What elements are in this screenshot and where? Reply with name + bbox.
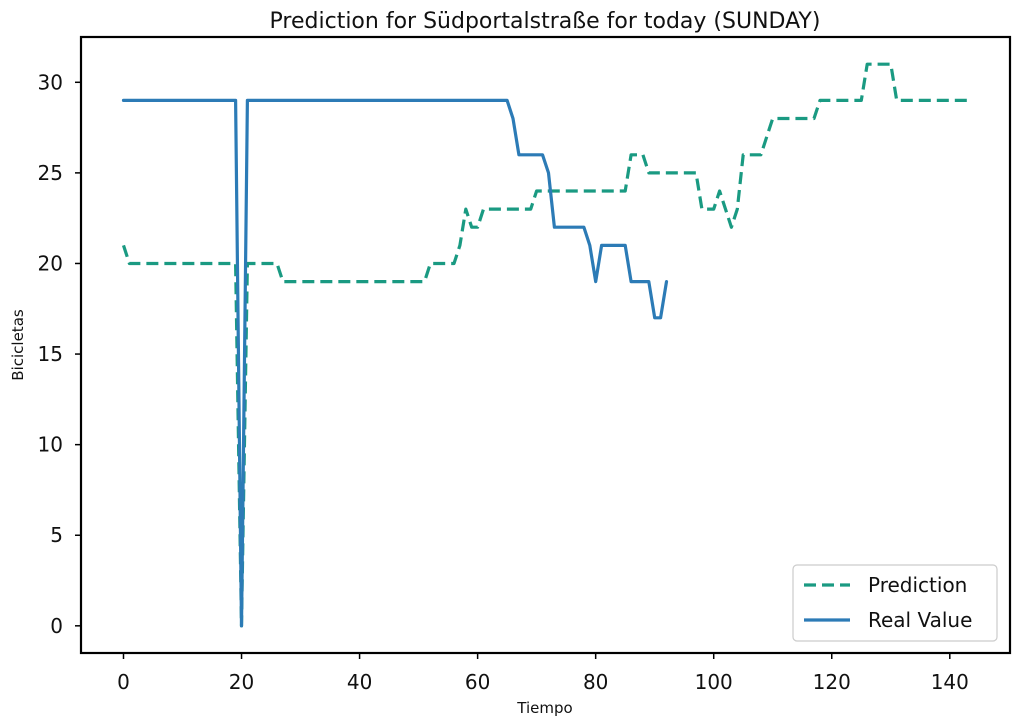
chart-title: Prediction for Südportalstraße for today… — [270, 9, 821, 34]
x-tick-label: 80 — [583, 670, 608, 694]
y-ticks: 0 5 10 15 20 25 30 — [38, 70, 81, 638]
legend-label-real-value: Real Value — [868, 608, 972, 632]
y-tick-label: 5 — [50, 523, 63, 547]
y-tick-label: 15 — [38, 342, 63, 366]
x-tick-label: 60 — [465, 670, 490, 694]
series-layer — [121, 62, 968, 628]
y-tick-label: 30 — [38, 70, 63, 94]
legend-label-prediction: Prediction — [868, 573, 967, 597]
x-tick-label: 100 — [695, 670, 733, 694]
x-tick-label: 20 — [229, 670, 254, 694]
plot-area-frame — [79, 35, 1012, 655]
x-tick-label: 0 — [117, 670, 130, 694]
x-tick-label: 120 — [813, 670, 851, 694]
series-line-prediction — [121, 62, 968, 628]
y-tick-label: 10 — [38, 433, 63, 457]
series-line-real-value — [121, 98, 669, 628]
y-tick-label: 0 — [50, 614, 63, 638]
x-ticks: 0 20 40 60 80 100 120 140 — [117, 653, 969, 694]
legend: Prediction Real Value — [792, 564, 998, 642]
x-axis-label: Tiempo — [516, 699, 572, 717]
x-tick-label: 40 — [347, 670, 372, 694]
y-axis-label: Bicicletas — [9, 309, 27, 381]
y-tick-label: 20 — [38, 251, 63, 275]
x-tick-label: 140 — [931, 670, 969, 694]
y-tick-label: 25 — [38, 161, 63, 185]
